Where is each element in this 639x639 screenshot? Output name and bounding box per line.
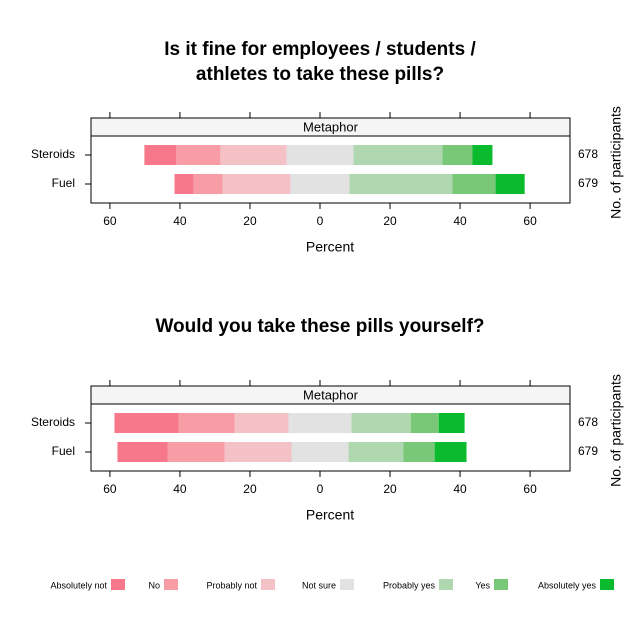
bar-segment	[220, 145, 287, 165]
bar-segment	[224, 442, 292, 462]
bar-segment	[167, 442, 225, 462]
bar-segment	[222, 174, 291, 194]
bar-segment	[442, 145, 473, 165]
legend-label: Probably yes	[383, 580, 436, 590]
strip	[90, 117, 571, 137]
bar-segment	[349, 174, 453, 194]
bar-segment	[234, 413, 289, 433]
chart-title: athletes to take these pills?	[196, 64, 444, 85]
right-axis-label: No. of participants	[608, 106, 624, 219]
legend-label: Absolutely not	[50, 580, 107, 590]
legend-label: Not sure	[302, 580, 336, 590]
y-tick-label: Fuel	[52, 444, 75, 458]
count-label: 678	[578, 415, 598, 429]
bar-segment	[290, 174, 350, 194]
bar-segment	[174, 174, 194, 194]
bar-segment	[348, 442, 404, 462]
x-tick-label: 60	[103, 214, 117, 228]
y-tick-label: Steroids	[31, 147, 75, 161]
legend-swatch	[340, 579, 354, 590]
legend-label: No	[148, 580, 160, 590]
bar-segment	[117, 442, 168, 462]
strip	[90, 385, 571, 405]
x-tick-label: 40	[453, 482, 467, 496]
x-tick-label: 20	[243, 214, 257, 228]
x-axis-label: Percent	[306, 507, 354, 523]
legend-swatch	[494, 579, 508, 590]
chart-title: Is it fine for employees / students /	[164, 39, 476, 60]
bar-segment	[403, 442, 435, 462]
chart-title: Would you take these pills yourself?	[155, 316, 484, 337]
x-tick-label: 0	[317, 482, 324, 496]
x-tick-label: 20	[383, 482, 397, 496]
bar-segment	[410, 413, 439, 433]
x-tick-label: 20	[243, 482, 257, 496]
x-tick-label: 20	[383, 214, 397, 228]
right-axis-label: No. of participants	[608, 374, 624, 487]
legend-label: Yes	[475, 580, 490, 590]
legend-swatch	[111, 579, 125, 590]
legend-label: Probably not	[206, 580, 257, 590]
bar-segment	[178, 413, 235, 433]
x-tick-label: 40	[173, 214, 187, 228]
legend-swatch	[439, 579, 453, 590]
x-tick-label: 60	[523, 214, 537, 228]
bar-segment	[286, 145, 354, 165]
bar-segment	[351, 413, 411, 433]
bar-segment	[472, 145, 493, 165]
count-label: 679	[578, 176, 598, 190]
x-tick-label: 40	[453, 214, 467, 228]
legend-swatch	[164, 579, 178, 590]
bar-segment	[288, 413, 352, 433]
bar-segment	[452, 174, 496, 194]
strip-label: Metaphor	[303, 387, 359, 402]
bar-segment	[495, 174, 525, 194]
bar-segment	[193, 174, 223, 194]
x-tick-label: 60	[103, 482, 117, 496]
x-tick-label: 40	[173, 482, 187, 496]
bar-segment	[176, 145, 221, 165]
bar-segment	[434, 442, 467, 462]
bar-segment	[114, 413, 179, 433]
x-tick-label: 60	[523, 482, 537, 496]
y-tick-label: Steroids	[31, 415, 75, 429]
x-tick-label: 0	[317, 214, 324, 228]
bar-segment	[353, 145, 443, 165]
y-tick-label: Fuel	[52, 176, 75, 190]
x-axis-label: Percent	[306, 239, 354, 255]
count-label: 678	[578, 147, 598, 161]
strip-label: Metaphor	[303, 119, 359, 134]
legend-swatch	[261, 579, 275, 590]
legend-swatch	[600, 579, 614, 590]
bar-segment	[291, 442, 349, 462]
count-label: 679	[578, 444, 598, 458]
bar-segment	[144, 145, 177, 165]
legend-label: Absolutely yes	[538, 580, 597, 590]
bar-segment	[438, 413, 465, 433]
